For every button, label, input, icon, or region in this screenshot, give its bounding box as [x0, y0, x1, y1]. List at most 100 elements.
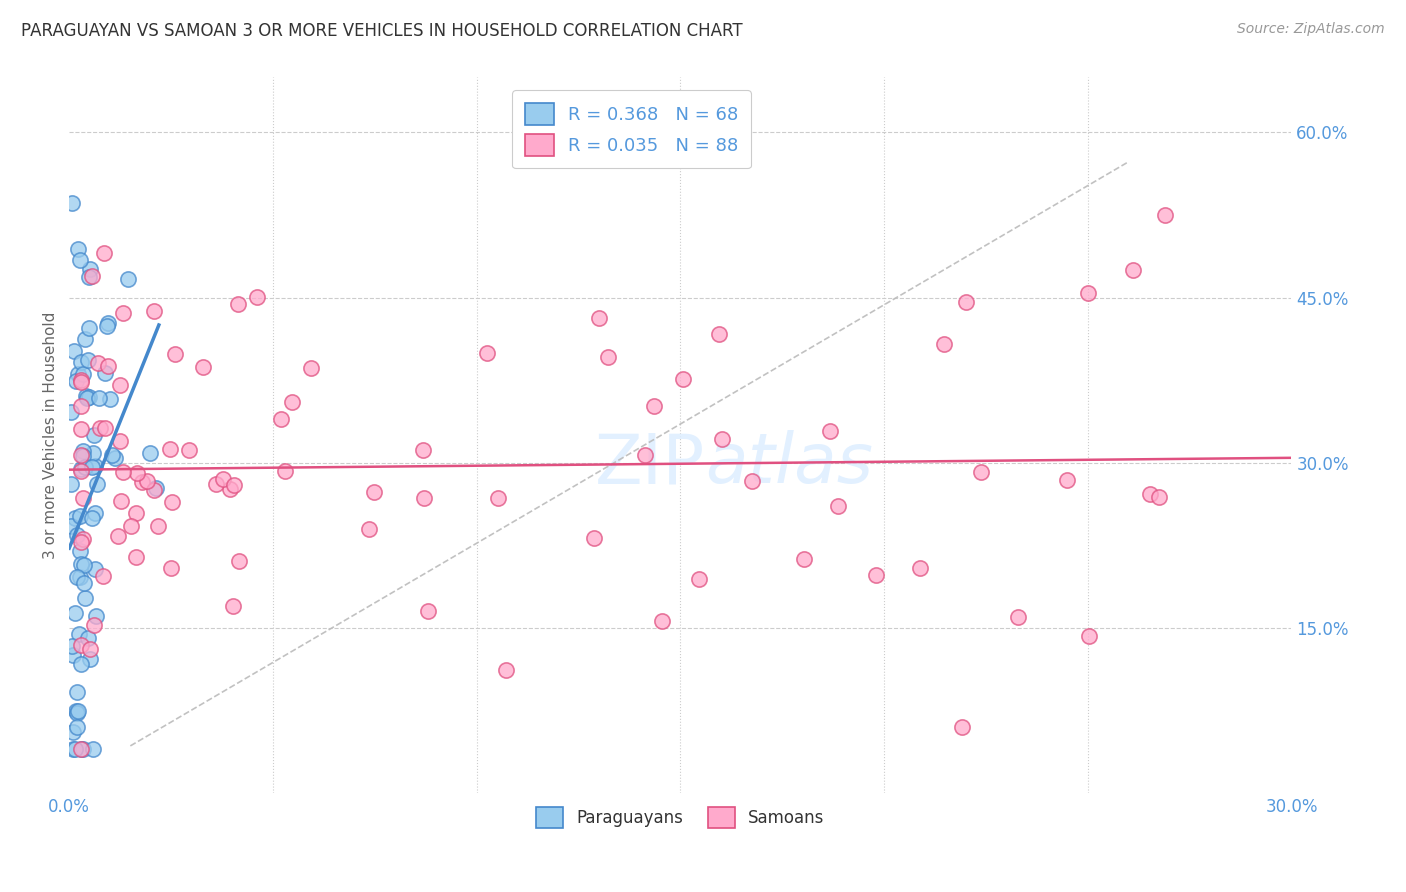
Point	[75, 460, 97, 475]
Point	[125, 506, 148, 520]
Point	[688, 572, 710, 586]
Point	[69, 253, 91, 268]
Point	[77, 353, 100, 368]
Point	[63, 344, 86, 359]
Point	[162, 495, 184, 509]
Point	[131, 475, 153, 489]
Point	[70, 400, 93, 414]
Point	[83, 618, 105, 632]
Point	[707, 326, 730, 341]
Point	[77, 270, 100, 285]
Point	[246, 290, 269, 304]
Point	[416, 604, 439, 618]
Point	[486, 491, 509, 505]
Point	[73, 575, 96, 590]
Point	[63, 510, 86, 524]
Point	[87, 391, 110, 405]
Point	[212, 472, 235, 486]
Point	[69, 462, 91, 476]
Point	[179, 443, 201, 458]
Y-axis label: 3 or more Vehicles in Household: 3 or more Vehicles in Household	[44, 311, 58, 558]
Point	[76, 392, 98, 406]
Point	[651, 615, 673, 629]
Point	[67, 627, 90, 641]
Point	[97, 359, 120, 374]
Point	[62, 741, 84, 756]
Point	[65, 374, 87, 388]
Point	[65, 570, 87, 584]
Point	[69, 657, 91, 671]
Point	[94, 367, 117, 381]
Point	[163, 347, 186, 361]
Point	[588, 311, 610, 326]
Point	[110, 493, 132, 508]
Point	[671, 372, 693, 386]
Point	[104, 451, 127, 466]
Point	[62, 725, 84, 739]
Point	[70, 741, 93, 756]
Point	[299, 361, 322, 376]
Point	[79, 652, 101, 666]
Point	[63, 606, 86, 620]
Point	[827, 499, 849, 513]
Point	[950, 720, 973, 734]
Point	[66, 527, 89, 541]
Point	[582, 531, 605, 545]
Point	[111, 465, 134, 479]
Point	[281, 394, 304, 409]
Point	[191, 359, 214, 374]
Point	[70, 376, 93, 390]
Point	[495, 663, 517, 677]
Point	[711, 432, 734, 446]
Text: Source: ZipAtlas.com: Source: ZipAtlas.com	[1237, 22, 1385, 37]
Point	[70, 373, 93, 387]
Point	[1078, 629, 1101, 643]
Point	[108, 434, 131, 448]
Text: atlas: atlas	[704, 430, 873, 497]
Point	[274, 464, 297, 478]
Point	[93, 245, 115, 260]
Point	[634, 449, 657, 463]
Point	[413, 491, 436, 505]
Point	[60, 639, 83, 653]
Point	[125, 466, 148, 480]
Point	[135, 474, 157, 488]
Point	[70, 534, 93, 549]
Point	[222, 599, 245, 613]
Point	[69, 569, 91, 583]
Legend: Paraguayans, Samoans: Paraguayans, Samoans	[530, 801, 831, 834]
Point	[91, 569, 114, 583]
Point	[98, 392, 121, 406]
Point	[475, 346, 498, 360]
Point	[146, 518, 169, 533]
Point	[60, 405, 83, 419]
Point	[1122, 263, 1144, 277]
Point	[79, 261, 101, 276]
Point	[66, 704, 89, 718]
Point	[66, 706, 89, 720]
Point	[80, 459, 103, 474]
Point	[643, 399, 665, 413]
Point	[77, 632, 100, 646]
Point	[86, 477, 108, 491]
Point	[100, 448, 122, 462]
Point	[89, 420, 111, 434]
Point	[67, 242, 90, 256]
Point	[73, 332, 96, 346]
Point	[820, 425, 842, 439]
Point	[72, 368, 94, 382]
Point	[84, 562, 107, 576]
Point	[143, 483, 166, 497]
Point	[72, 741, 94, 756]
Point	[66, 685, 89, 699]
Point	[72, 491, 94, 505]
Point	[72, 443, 94, 458]
Point	[72, 449, 94, 463]
Point	[87, 356, 110, 370]
Point	[83, 428, 105, 442]
Point	[65, 704, 87, 718]
Point	[1154, 208, 1177, 222]
Point	[1147, 490, 1170, 504]
Point	[908, 561, 931, 575]
Point	[93, 421, 115, 435]
